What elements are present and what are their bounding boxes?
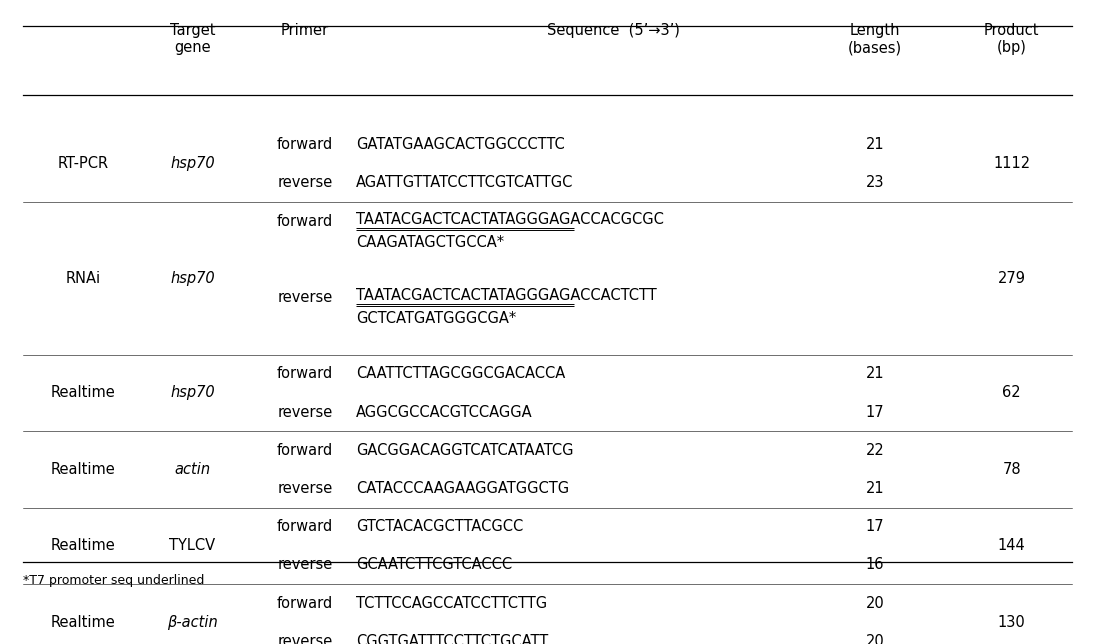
Text: GCTCATGATGGGCGA*: GCTCATGATGGGCGA* xyxy=(356,311,517,326)
Text: 21: 21 xyxy=(866,137,885,152)
Text: 17: 17 xyxy=(866,519,885,534)
Text: 1112: 1112 xyxy=(993,156,1030,171)
Text: AGATTGTTATCCTTCGTCATTGC: AGATTGTTATCCTTCGTCATTGC xyxy=(356,175,574,191)
Text: Realtime: Realtime xyxy=(51,538,116,553)
Text: reverse: reverse xyxy=(277,557,333,573)
Text: β-actin: β-actin xyxy=(168,614,218,630)
Text: forward: forward xyxy=(277,443,333,458)
Text: Target
gene: Target gene xyxy=(170,23,216,55)
Text: hsp70: hsp70 xyxy=(170,271,215,286)
Text: TCTTCCAGCCATCCTTCTTG: TCTTCCAGCCATCCTTCTTG xyxy=(356,596,548,611)
Text: TAATACGACTCACTATAGGGAGACCACTCTT: TAATACGACTCACTATAGGGAGACCACTCTT xyxy=(356,288,657,303)
Text: 16: 16 xyxy=(866,557,885,573)
Text: reverse: reverse xyxy=(277,290,333,305)
Text: AGGCGCCACGTCCAGGA: AGGCGCCACGTCCAGGA xyxy=(356,404,533,420)
Text: 21: 21 xyxy=(866,366,885,381)
Text: CATACCCAAGAAGGATGGCTG: CATACCCAAGAAGGATGGCTG xyxy=(356,481,569,496)
Text: forward: forward xyxy=(277,137,333,152)
Text: Realtime: Realtime xyxy=(51,462,116,477)
Text: Primer: Primer xyxy=(281,23,330,37)
Text: GCAATCTTCGTCACCC: GCAATCTTCGTCACCC xyxy=(356,557,512,573)
Text: CGGTGATTTCCTTCTGCATT: CGGTGATTTCCTTCTGCATT xyxy=(356,634,549,644)
Text: CAATTCTTAGCGGCGACACCA: CAATTCTTAGCGGCGACACCA xyxy=(356,366,566,381)
Text: 78: 78 xyxy=(1002,462,1021,477)
Text: actin: actin xyxy=(174,462,210,477)
Text: hsp70: hsp70 xyxy=(170,386,215,401)
Text: Realtime: Realtime xyxy=(51,386,116,401)
Text: 144: 144 xyxy=(998,538,1026,553)
Text: 62: 62 xyxy=(1002,386,1021,401)
Text: TYLCV: TYLCV xyxy=(170,538,216,553)
Text: GATATGAAGCACTGGCCCTTC: GATATGAAGCACTGGCCCTTC xyxy=(356,137,565,152)
Text: *T7 promoter seq underlined: *T7 promoter seq underlined xyxy=(23,574,205,587)
Text: forward: forward xyxy=(277,366,333,381)
Text: reverse: reverse xyxy=(277,481,333,496)
Text: reverse: reverse xyxy=(277,634,333,644)
Text: RT-PCR: RT-PCR xyxy=(58,156,108,171)
Text: Sequence  (5’→3’): Sequence (5’→3’) xyxy=(546,23,680,37)
Text: 17: 17 xyxy=(866,404,885,420)
Text: CAAGATAGCTGCCA*: CAAGATAGCTGCCA* xyxy=(356,234,505,250)
Text: Realtime: Realtime xyxy=(51,614,116,630)
Text: forward: forward xyxy=(277,214,333,229)
Text: Product
(bp): Product (bp) xyxy=(984,23,1039,55)
Text: 279: 279 xyxy=(998,271,1026,286)
Text: forward: forward xyxy=(277,519,333,534)
Text: RNAi: RNAi xyxy=(66,271,101,286)
Text: GTCTACACGCTTACGCC: GTCTACACGCTTACGCC xyxy=(356,519,523,534)
Text: reverse: reverse xyxy=(277,175,333,191)
Text: reverse: reverse xyxy=(277,404,333,420)
Text: GACGGACAGGTCATCATAATCG: GACGGACAGGTCATCATAATCG xyxy=(356,443,574,458)
Text: forward: forward xyxy=(277,596,333,611)
Text: Length
(bases): Length (bases) xyxy=(849,23,902,55)
Text: 21: 21 xyxy=(866,481,885,496)
Text: 20: 20 xyxy=(866,596,885,611)
Text: 22: 22 xyxy=(866,443,885,458)
Text: 23: 23 xyxy=(866,175,885,191)
Text: TAATACGACTCACTATAGGGAGACCACGCGC: TAATACGACTCACTATAGGGAGACCACGCGC xyxy=(356,212,665,227)
Text: 130: 130 xyxy=(998,614,1026,630)
Text: hsp70: hsp70 xyxy=(170,156,215,171)
Text: 20: 20 xyxy=(866,634,885,644)
